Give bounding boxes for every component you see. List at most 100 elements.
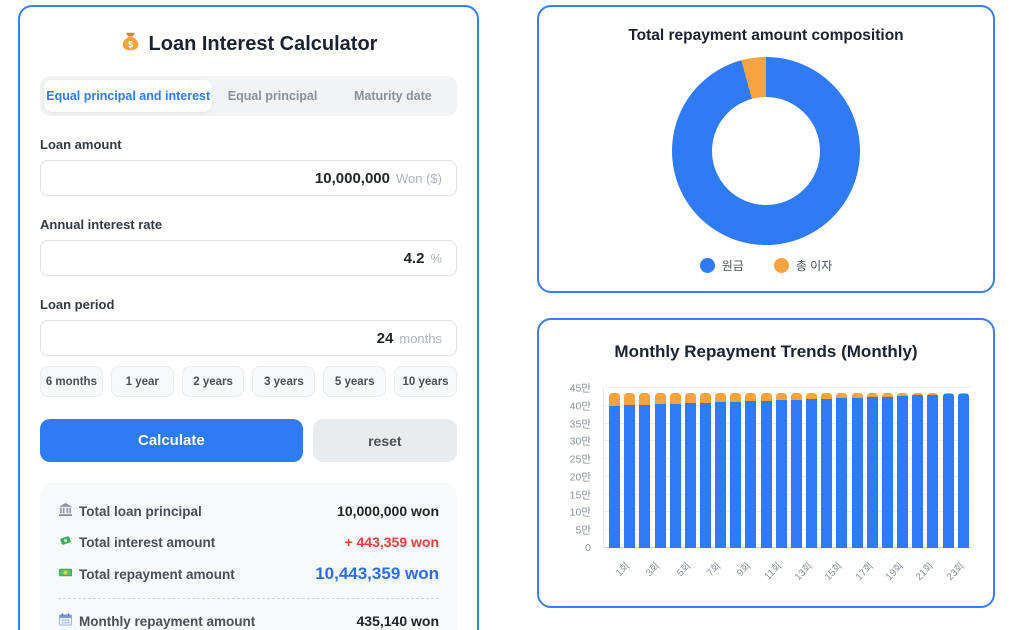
bar-3회[interactable] [639,393,651,548]
bar-13회[interactable] [790,393,802,548]
bar-6회[interactable] [684,393,696,548]
gridline [604,475,971,477]
x-tick-label [896,554,908,590]
page-title: $ Loan Interest Calculator [40,31,457,58]
bar-22회[interactable] [927,393,939,548]
results-divider [58,598,439,599]
bar-17회[interactable] [851,393,863,548]
legend-dot [699,258,715,273]
interest-segment [881,393,893,397]
monthly-trend-chart-card: Monthly Repayment Trends (Monthly) 0 5만 10… [537,318,995,608]
result-row-total: Total repayment amount 10,443,359 won [58,564,439,584]
results-summary: Total loan principal 10,000,000 won T [40,483,457,630]
principal-segment [760,400,772,548]
bar-18회[interactable] [866,393,878,548]
money-bag-icon: $ [120,31,141,58]
bar-10회[interactable] [745,393,757,548]
composition-chart-card: Total repayment amount composition 원금 총 이… [537,5,995,293]
bar-21회[interactable] [912,393,924,548]
y-tick-label: 25만 [569,453,591,466]
calculate-button[interactable]: Calculate [40,419,303,462]
loan-amount-value: 10,000,000 [314,169,390,187]
interest-rate-label: Annual interest rate [40,217,163,232]
preset-10-years[interactable]: 10 years [394,366,457,397]
monthly-trend-chart-title: Monthly Repayment Trends (Monthly) [614,342,918,361]
loan-amount-unit: Won ($) [396,170,442,186]
gridline [604,493,971,495]
preset-1-year[interactable]: 1 year [110,366,174,397]
bar-12회[interactable] [775,393,787,548]
loan-period-unit: months [399,330,442,346]
bar-14회[interactable] [806,393,818,548]
principal-segment [730,401,742,548]
interest-rate-input[interactable]: 4.2 % [40,240,457,276]
bar-5회[interactable] [669,393,681,548]
bar-7회[interactable] [700,393,712,548]
result-interest-label: Total interest amount [79,534,216,550]
principal-segment [654,404,666,548]
interest-segment [760,393,772,401]
preset-2-years[interactable]: 2 years [181,366,245,397]
bar-20회[interactable] [897,393,909,548]
principal-segment [639,404,651,548]
principal-segment [866,397,878,548]
bar-16회[interactable] [836,393,848,548]
interest-segment [715,393,727,403]
result-interest-value: + 443,359 won [344,534,439,550]
tab-maturity-date[interactable]: Maturity date [353,89,432,103]
loan-amount-input[interactable]: 10,000,000 Won ($) [40,160,457,196]
reset-button[interactable]: reset [312,419,457,462]
legend-item-1[interactable]: 총 이자 [773,257,833,274]
stacked-bar-chart[interactable]: 0 5만 10만 15만 20만 25만 30만 35만 40만 45만 1회 3회 5회 7회 9회 11… [551,378,979,598]
y-tick-label: 40만 [569,400,591,413]
doughnut-chart[interactable] [672,57,860,245]
preset-6-months[interactable]: 6 months [40,366,103,397]
bar-15회[interactable] [821,393,833,548]
legend-item-0[interactable]: 원금 [699,257,744,274]
interest-segment [775,393,787,401]
x-tick-label: 9회 [735,560,754,580]
bar-11회[interactable] [760,393,772,548]
x-tick-label: 1회 [613,560,633,580]
action-buttons: Calculate reset [40,419,457,462]
bar-23회[interactable] [942,393,954,548]
preset-3-years[interactable]: 3 years [252,366,316,397]
principal-segment [942,394,954,548]
principal-segment [881,396,893,548]
interest-segment [942,393,954,395]
principal-segment [715,402,727,548]
loan-period-value: 24 [376,329,394,347]
result-monthly-label: Monthly repayment amount [79,613,256,629]
y-tick-label: 0 [585,542,591,554]
legend-label: 총 이자 [795,259,833,273]
preset-5-years[interactable]: 5 years [323,366,387,397]
principal-segment [700,402,712,548]
x-tick-label: 21회 [914,560,937,583]
svg-text:$: $ [128,40,133,50]
bar-19회[interactable] [881,393,893,548]
interest-segment [897,393,909,396]
result-monthly-value: 435,140 won [356,613,440,629]
bar-2회[interactable] [624,393,636,548]
bar-9회[interactable] [730,393,742,548]
gridline [604,547,971,548]
interest-segment [730,393,742,402]
x-tick-label [836,554,848,590]
bar-1회[interactable] [609,393,621,548]
tab-equal-principal-and-interest[interactable]: Equal principal and interest [44,80,213,112]
gridline [604,511,971,513]
interest-segment [927,393,939,395]
tab-equal-principal[interactable]: Equal principal [227,89,318,103]
bar-24회[interactable] [957,393,969,548]
loan-period-input[interactable]: 24 months [40,320,457,356]
interest-segment [700,393,712,403]
loan-period-label: Loan period [40,297,115,312]
bar-4회[interactable] [654,393,666,548]
interest-segment [866,393,878,398]
x-tick-label [775,554,787,590]
x-tick-label [805,554,817,590]
gridline [604,404,971,406]
interest-segment [790,393,802,400]
bar-8회[interactable] [715,393,727,548]
x-tick-label [927,554,939,590]
